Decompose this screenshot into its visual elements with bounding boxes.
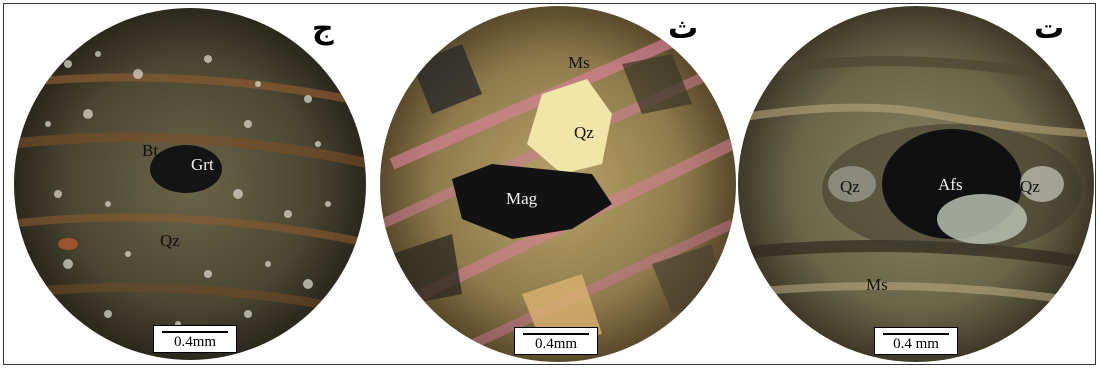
label-qz: Qz (160, 231, 180, 250)
scale-bar-2-label: 0.4mm (534, 336, 578, 352)
label-qz-right: Qz (1020, 177, 1040, 196)
scale-bar-3-line (883, 333, 949, 335)
scale-bar-1: 0.4mm (153, 325, 237, 353)
panel-3-micrograph: ت Qz Afs Qz Ms 0.4 mm (732, 4, 1096, 364)
panel-1-letter: ج (312, 11, 334, 46)
panel-3-letter: ت (1034, 11, 1065, 46)
micrograph-3-image (738, 6, 1094, 362)
panel-2-micrograph: ث Ms Qz Mag 0.4mm (372, 4, 736, 364)
label-grt: Grt (191, 155, 214, 174)
label-afs: Afs (938, 175, 963, 194)
panel-2-letter: ث (668, 11, 699, 46)
label-qz-left: Qz (840, 177, 860, 196)
label-bt: Bt (142, 141, 159, 160)
label-mag: Mag (506, 189, 538, 208)
micrograph-2-image (380, 6, 736, 362)
scale-bar-1-line (162, 331, 228, 333)
micrograph-1-image (14, 8, 366, 360)
scale-bar-1-label: 0.4mm (173, 334, 217, 350)
scale-bar-2: 0.4mm (514, 327, 598, 355)
label-qz: Qz (574, 123, 594, 142)
scale-bar-3: 0.4 mm (874, 327, 958, 355)
label-ms: Ms (866, 275, 888, 294)
scale-bar-3-label: 0.4 mm (893, 336, 939, 352)
panel-1-micrograph: ج Bt Grt Qz 0.4mm (8, 4, 372, 364)
scale-bar-2-line (523, 333, 589, 335)
label-ms: Ms (568, 53, 590, 72)
figure-frame: ج Bt Grt Qz 0.4mm (3, 3, 1096, 365)
